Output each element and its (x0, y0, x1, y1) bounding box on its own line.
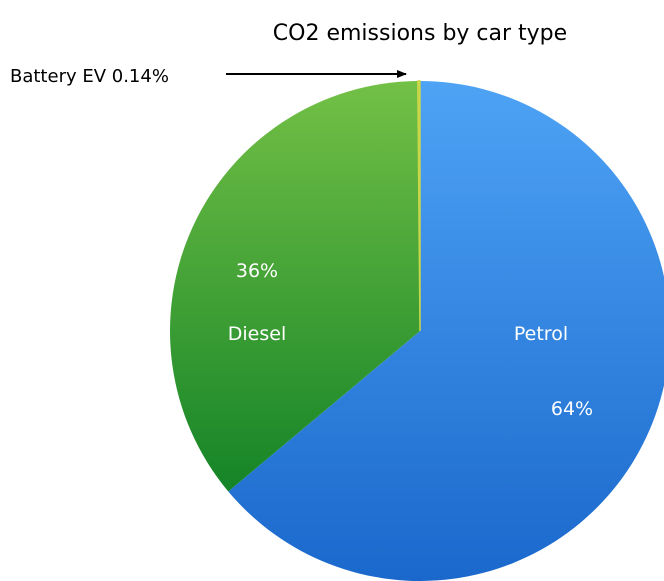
pie-slices (169, 80, 664, 581)
pie-slice-diesel (169, 81, 420, 492)
slice-value-label-diesel: 36% (236, 260, 278, 282)
pie-slice-battery-ev (417, 80, 421, 332)
slice-name-label-diesel: Diesel (228, 323, 286, 345)
chart-title: CO2 emissions by car type (273, 21, 567, 46)
slice-name-label-petrol: Petrol (514, 323, 568, 345)
callout-label-battery-ev: Battery EV 0.14% (10, 66, 169, 87)
slice-value-label-petrol: 64% (551, 398, 593, 420)
pie-slice-petrol (228, 81, 664, 581)
